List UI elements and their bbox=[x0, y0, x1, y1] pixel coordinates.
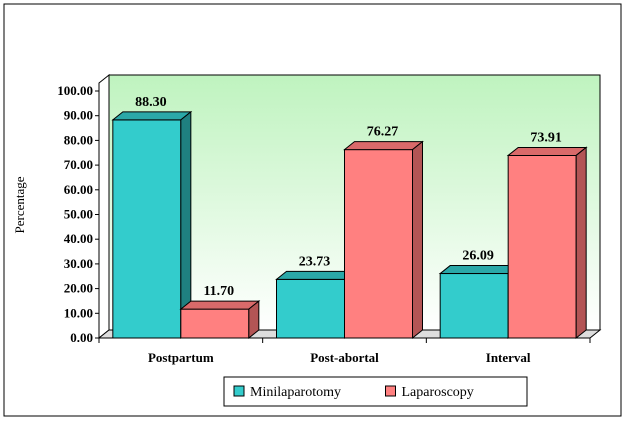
legend-swatch bbox=[385, 385, 396, 397]
data-label: 76.27 bbox=[367, 125, 399, 140]
data-label: 88.30 bbox=[135, 95, 167, 110]
y-tick-label: 20.00 bbox=[64, 281, 93, 296]
legend: Minilaparotomy Laparoscopy bbox=[223, 376, 528, 407]
bar bbox=[179, 300, 261, 340]
y-tick-label: 90.00 bbox=[64, 108, 93, 123]
data-label: 26.09 bbox=[462, 249, 494, 264]
y-tick-label: 30.00 bbox=[64, 256, 93, 271]
data-labels: 88.30 23.73 26.09 11.70 76.27 73.91 bbox=[135, 95, 562, 299]
bar-front bbox=[507, 154, 577, 339]
legend-swatch bbox=[233, 385, 245, 397]
data-label: 73.91 bbox=[530, 130, 562, 145]
bar bbox=[438, 264, 520, 340]
legend-label: Minilaparotomy bbox=[250, 385, 341, 400]
y-tick-label: 100.00 bbox=[57, 83, 93, 98]
bar-top bbox=[111, 111, 193, 121]
bar-front bbox=[180, 308, 250, 339]
bar-top bbox=[179, 300, 261, 310]
bar-side bbox=[412, 140, 423, 340]
bar bbox=[111, 110, 193, 340]
bar-front bbox=[344, 149, 413, 339]
x-tick-label: Interval bbox=[486, 350, 531, 365]
bar bbox=[343, 140, 424, 340]
bar-top bbox=[438, 265, 520, 275]
y-axis-label: Percentage bbox=[12, 176, 27, 233]
bars bbox=[111, 110, 588, 340]
bar-side bbox=[248, 300, 260, 340]
side-wall bbox=[98, 73, 110, 340]
bar-front bbox=[112, 119, 182, 339]
bar-top bbox=[275, 270, 356, 280]
y-tick-label: 10.00 bbox=[64, 305, 93, 320]
y-tick-label: 0.00 bbox=[70, 330, 93, 345]
y-tick-label: 60.00 bbox=[64, 182, 93, 197]
bar-front bbox=[276, 278, 345, 339]
data-label: 11.70 bbox=[203, 284, 234, 299]
data-label: 23.73 bbox=[299, 254, 331, 269]
legend-label: Laparoscopy bbox=[402, 385, 474, 400]
x-tick-label: Post-abortal bbox=[310, 350, 379, 365]
bar-side bbox=[575, 146, 587, 340]
y-tick-label: 70.00 bbox=[64, 157, 93, 172]
bar bbox=[506, 146, 588, 340]
y-tick-label: 50.00 bbox=[64, 207, 93, 222]
bar-front bbox=[439, 273, 509, 339]
y-tick-label: 80.00 bbox=[64, 132, 93, 147]
legend-box bbox=[223, 376, 528, 407]
bar bbox=[275, 270, 356, 340]
bar-top bbox=[343, 141, 424, 151]
y-tick-label: 40.00 bbox=[64, 231, 93, 246]
bar-top bbox=[506, 146, 588, 156]
x-tick-label: Postpartum bbox=[148, 350, 214, 365]
